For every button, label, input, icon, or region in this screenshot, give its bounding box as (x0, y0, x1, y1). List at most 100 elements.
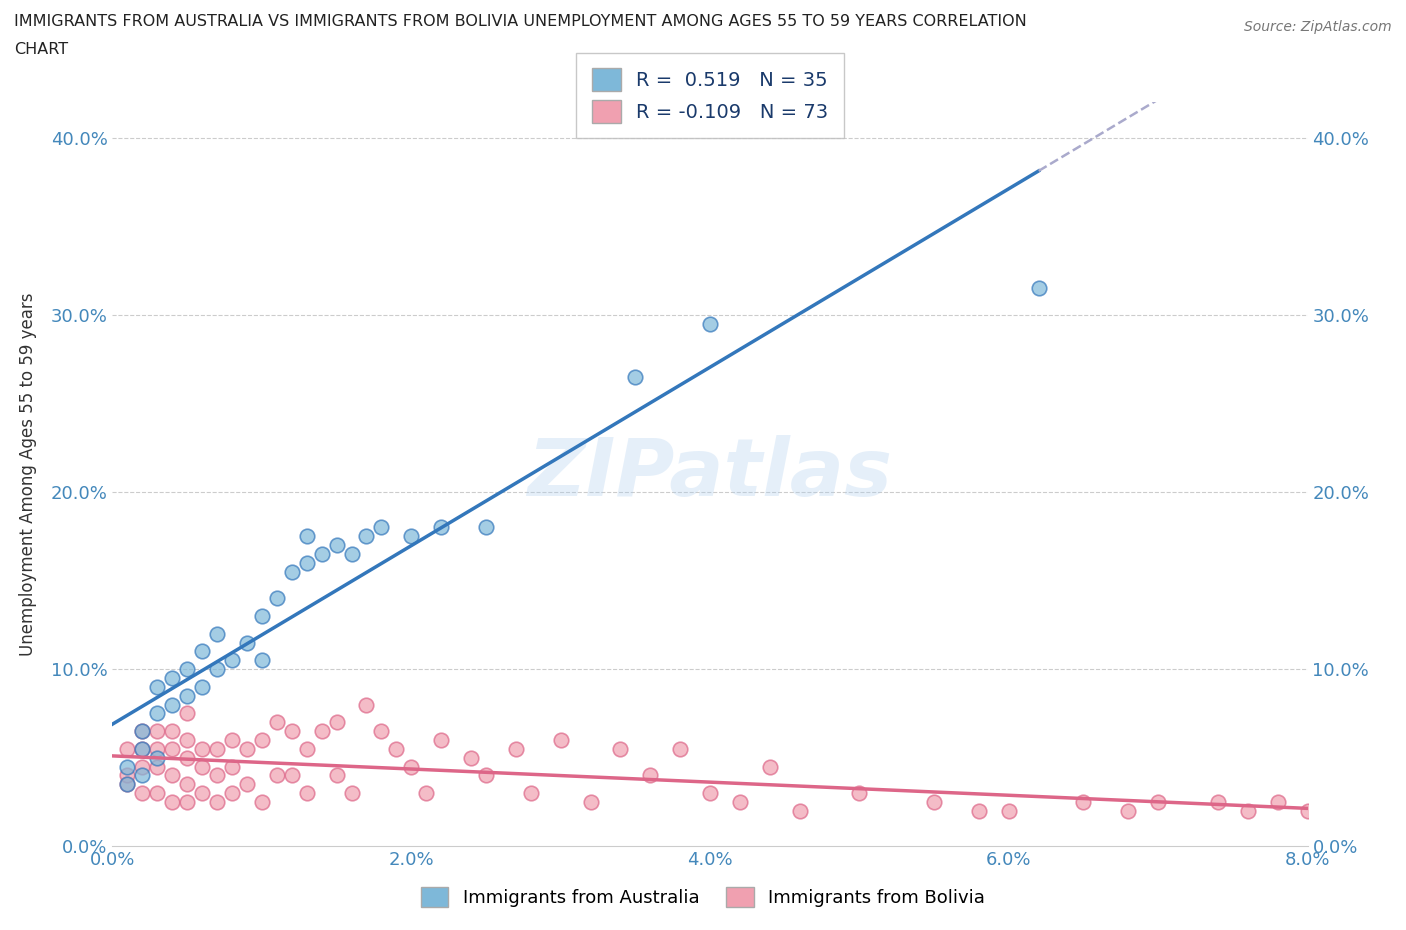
Point (1237, 804, 1260, 818)
Point (415, 786, 437, 801)
Point (295, 529, 318, 544)
Point (1296, 804, 1319, 818)
Point (162, 671, 183, 685)
Legend: R =  0.519   N = 35, R = -0.109   N = 73: R = 0.519 N = 35, R = -0.109 N = 73 (576, 52, 844, 139)
Point (191, 759, 214, 774)
Point (191, 786, 214, 801)
Point (146, 680, 169, 695)
Point (311, 724, 333, 738)
Point (520, 786, 543, 801)
Point (131, 759, 153, 774)
Point (176, 706, 198, 721)
Point (1267, 794, 1289, 809)
Point (146, 741, 169, 756)
Point (236, 741, 259, 756)
Text: IMMIGRANTS FROM AUSTRALIA VS IMMIGRANTS FROM BOLIVIA UNEMPLOYMENT AMONG AGES 55 : IMMIGRANTS FROM AUSTRALIA VS IMMIGRANTS … (14, 14, 1026, 29)
Point (250, 653, 273, 668)
Y-axis label: Unemployment Among Ages 55 to 59 years: Unemployment Among Ages 55 to 59 years (18, 293, 37, 656)
Point (295, 555, 318, 570)
Point (250, 733, 273, 748)
Point (281, 724, 304, 738)
Point (998, 804, 1021, 818)
Point (205, 768, 228, 783)
Point (131, 724, 153, 738)
Point (176, 751, 198, 765)
Point (176, 777, 198, 791)
Point (205, 662, 228, 677)
Point (131, 724, 153, 738)
Point (131, 786, 153, 801)
Point (475, 520, 498, 535)
Point (460, 751, 482, 765)
Point (162, 724, 183, 738)
Point (430, 733, 453, 748)
Point (550, 733, 572, 748)
Point (325, 768, 347, 783)
Point (385, 741, 408, 756)
Point (967, 804, 990, 818)
Point (250, 794, 273, 809)
Point (131, 768, 153, 783)
Point (848, 786, 870, 801)
Point (728, 794, 751, 809)
Point (117, 777, 139, 791)
Point (401, 759, 423, 774)
Point (162, 768, 183, 783)
Point (191, 741, 214, 756)
Point (266, 715, 288, 730)
Point (221, 733, 243, 748)
Point (221, 759, 243, 774)
Point (1028, 281, 1050, 296)
Point (162, 741, 183, 756)
Point (176, 794, 198, 809)
Point (609, 741, 631, 756)
Point (191, 680, 214, 695)
Point (699, 786, 721, 801)
Point (579, 794, 602, 809)
Point (236, 635, 259, 650)
Point (505, 741, 527, 756)
Point (640, 768, 662, 783)
Point (789, 804, 811, 818)
Point (699, 316, 721, 331)
Point (340, 786, 363, 801)
Point (146, 751, 169, 765)
Point (176, 662, 198, 677)
Point (250, 608, 273, 623)
Point (146, 759, 169, 774)
Point (176, 688, 198, 703)
Point (117, 768, 139, 783)
Point (205, 626, 228, 641)
Point (162, 794, 183, 809)
Point (117, 777, 139, 791)
Point (146, 786, 169, 801)
Point (205, 741, 228, 756)
Point (325, 715, 347, 730)
Point (759, 759, 782, 774)
Point (281, 768, 304, 783)
Point (624, 369, 647, 384)
Point (1073, 794, 1095, 809)
Point (669, 741, 692, 756)
Text: Source: ZipAtlas.com: Source: ZipAtlas.com (1244, 20, 1392, 34)
Point (1206, 794, 1229, 809)
Point (131, 741, 153, 756)
Point (401, 529, 423, 544)
Point (325, 538, 347, 552)
Point (922, 794, 945, 809)
Legend: Immigrants from Australia, Immigrants from Bolivia: Immigrants from Australia, Immigrants fr… (412, 878, 994, 916)
Point (370, 520, 392, 535)
Point (221, 653, 243, 668)
Point (191, 644, 214, 658)
Point (281, 565, 304, 579)
Point (162, 698, 183, 712)
Point (146, 724, 169, 738)
Point (475, 768, 498, 783)
Point (295, 741, 318, 756)
Point (221, 786, 243, 801)
Point (356, 698, 378, 712)
Point (117, 741, 139, 756)
Point (356, 529, 378, 544)
Text: ZIPatlas: ZIPatlas (527, 435, 893, 513)
Point (236, 777, 259, 791)
